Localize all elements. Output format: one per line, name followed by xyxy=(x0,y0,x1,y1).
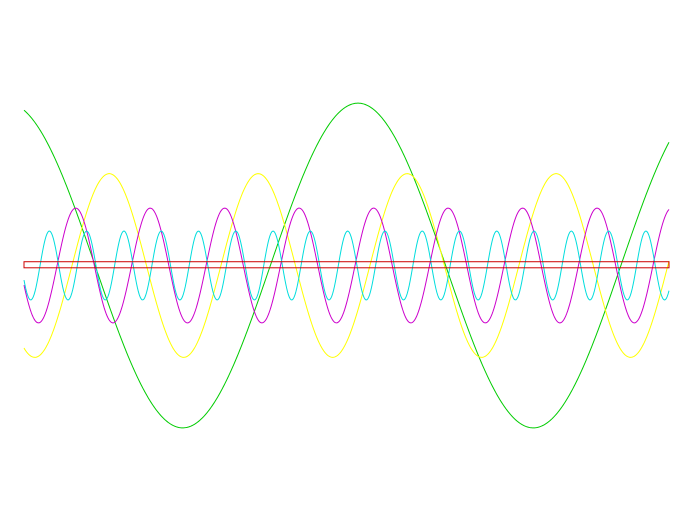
series-line-4 xyxy=(23,230,670,301)
series-line-3 xyxy=(23,207,670,324)
series-band-5 xyxy=(23,261,670,269)
series-layer xyxy=(23,102,670,429)
series-line-1 xyxy=(23,102,670,429)
series-line-2 xyxy=(23,173,670,358)
